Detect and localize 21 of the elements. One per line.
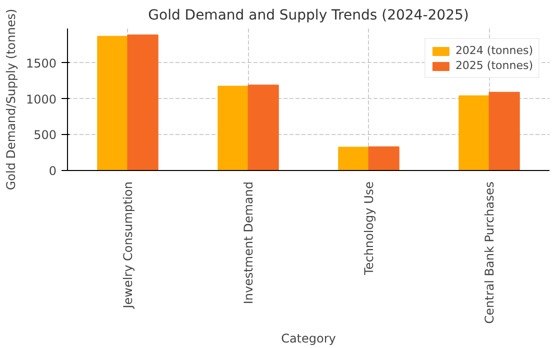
y-tick-label: 1000	[26, 92, 57, 106]
legend-label: 2024 (tonnes)	[455, 44, 533, 57]
bar	[458, 95, 490, 170]
x-tick-label: Central Bank Purchases	[482, 181, 496, 324]
bar	[368, 146, 400, 170]
bar	[338, 146, 370, 170]
bar	[97, 36, 128, 170]
x-tick-label: Technology Use	[362, 182, 376, 276]
y-tick-label: 500	[34, 128, 56, 142]
legend-label: 2025 (tonnes)	[455, 59, 533, 72]
x-tick-label: Jewelry Consumption	[120, 182, 135, 310]
bar	[488, 92, 520, 170]
chart-title: Gold Demand and Supply Trends (2024-2025)	[148, 8, 469, 24]
bar	[248, 84, 279, 170]
x-axis-title: Category	[281, 332, 336, 346]
bar	[127, 34, 158, 170]
x-tick-label: Investment Demand	[241, 182, 256, 304]
y-axis-title: Gold Demand/Supply (tonnes)	[4, 8, 18, 190]
y-tick-label: 0	[48, 164, 57, 178]
bar	[218, 86, 249, 170]
y-tick-label: 1500	[26, 56, 57, 70]
